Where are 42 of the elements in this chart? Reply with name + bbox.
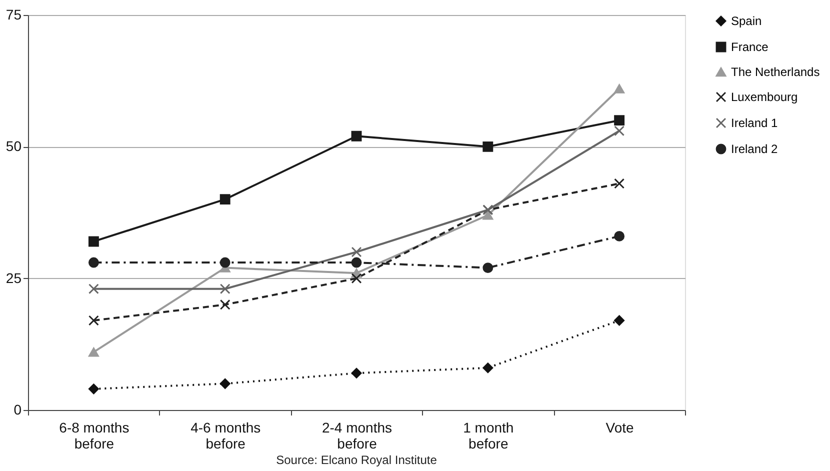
point bbox=[614, 230, 625, 242]
point bbox=[88, 284, 99, 294]
point bbox=[482, 210, 494, 220]
point bbox=[482, 362, 494, 374]
point bbox=[220, 257, 230, 268]
legend-label: The Netherlands bbox=[731, 65, 820, 79]
point bbox=[482, 262, 494, 274]
legend-label: Ireland 2 bbox=[731, 142, 778, 156]
x-tick-label: Vote bbox=[606, 420, 634, 436]
point bbox=[220, 299, 230, 310]
y-tick-label: 75 bbox=[6, 6, 22, 22]
point bbox=[351, 130, 362, 142]
point bbox=[220, 378, 230, 389]
y-tick-label: 50 bbox=[6, 138, 22, 154]
point bbox=[88, 315, 99, 326]
legend-label: France bbox=[731, 40, 769, 54]
x-tick-label: 4-6 months before bbox=[190, 420, 261, 452]
point bbox=[482, 141, 494, 152]
point bbox=[220, 284, 230, 294]
source-note: Source: Elcano Royal Institute bbox=[276, 453, 438, 467]
legend-label: Luxembourg bbox=[731, 90, 798, 104]
point bbox=[88, 384, 99, 394]
y-tick-label: 25 bbox=[6, 270, 22, 286]
point bbox=[614, 126, 625, 136]
point bbox=[351, 246, 362, 258]
point bbox=[351, 257, 362, 268]
point bbox=[614, 315, 625, 326]
legend-label: Spain bbox=[731, 14, 762, 28]
x-tick-label: 1 month before bbox=[463, 420, 514, 452]
point bbox=[88, 236, 99, 247]
x-tick-label: 6-8 months before bbox=[59, 420, 130, 452]
x-tick-label: 2-4 months before bbox=[322, 420, 392, 452]
legend-label: Ireland 1 bbox=[731, 116, 778, 130]
point bbox=[351, 273, 362, 284]
point bbox=[351, 368, 362, 378]
point bbox=[614, 178, 625, 189]
point bbox=[220, 194, 230, 205]
point bbox=[88, 257, 99, 268]
y-tick-label: 0 bbox=[14, 402, 22, 418]
point bbox=[88, 347, 99, 357]
point bbox=[614, 115, 625, 126]
point bbox=[614, 84, 625, 94]
